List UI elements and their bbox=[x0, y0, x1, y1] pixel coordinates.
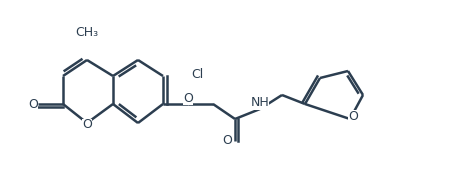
Text: NH: NH bbox=[251, 96, 269, 109]
Text: Cl: Cl bbox=[191, 68, 203, 81]
Text: O: O bbox=[28, 97, 38, 110]
Text: O: O bbox=[183, 91, 193, 104]
Text: O: O bbox=[222, 135, 232, 148]
Text: O: O bbox=[348, 109, 358, 122]
Text: O: O bbox=[82, 119, 92, 131]
Text: CH₃: CH₃ bbox=[76, 27, 99, 40]
